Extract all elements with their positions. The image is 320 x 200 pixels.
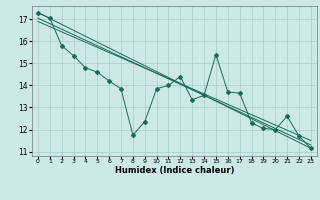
X-axis label: Humidex (Indice chaleur): Humidex (Indice chaleur) bbox=[115, 166, 234, 175]
